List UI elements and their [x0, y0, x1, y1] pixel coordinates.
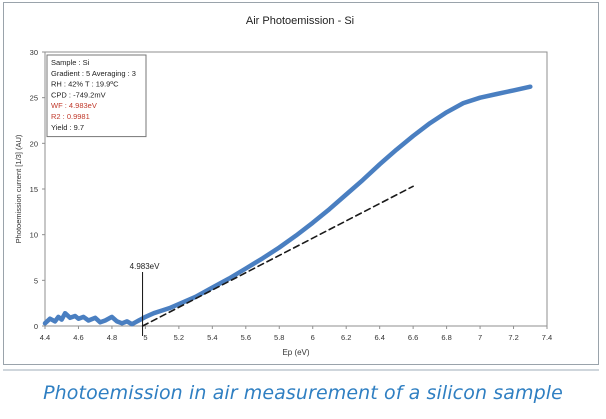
x-tick-label: 6.8: [441, 333, 451, 342]
x-tick-label: 4.6: [73, 333, 83, 342]
x-tick-label: 5.2: [174, 333, 184, 342]
y-tick-label: 15: [30, 185, 38, 194]
info-box-line: RH : 42% T : 19.9ºC: [51, 80, 119, 89]
y-tick-label: 0: [34, 322, 38, 331]
x-tick-label: 7.2: [508, 333, 518, 342]
annotations: 4.983eV Sample : Si Gradient : 5 Averaging…: [46, 54, 160, 336]
axis-ticks: 4.4 4.6 4.8 5 5.2 5.4 5.6 5.8 6 6.2 6.4 6.6 6.8 7 7.2 7…: [30, 48, 553, 342]
info-box: [46, 54, 147, 138]
x-tick-label: 6: [311, 333, 315, 342]
x-axis-label: Ep (eV): [282, 348, 309, 357]
y-tick-label: 20: [30, 139, 38, 148]
x-tick-label: 7.4: [542, 333, 552, 342]
x-tick-label: 5.6: [241, 333, 251, 342]
linear-fit-line: [141, 185, 414, 327]
y-tick-label: 30: [30, 48, 38, 57]
y-tick-label: 25: [30, 94, 38, 103]
x-tick-label: 5.4: [207, 333, 217, 342]
info-box-line: R2 : 0.9981: [51, 112, 90, 121]
series-layer: [42, 84, 533, 327]
x-tick-label: 4.4: [40, 333, 50, 342]
x-tick-label: 6.4: [374, 333, 384, 342]
chart-title: Air Photoemission - Si: [246, 15, 354, 27]
measured-yield-line: [42, 84, 533, 327]
info-box-line: Yield : 9.7: [51, 123, 84, 132]
y-tick-label: 5: [34, 276, 38, 285]
x-tick-label: 5.8: [274, 333, 284, 342]
x-tick-label: 6.6: [408, 333, 418, 342]
x-tick-label: 5: [143, 333, 147, 342]
y-axis-label: Photoemission current [1/3] (AU): [14, 134, 23, 243]
info-box-line: WF : 4.983eV: [51, 101, 97, 110]
x-tick-label: 7: [478, 333, 482, 342]
info-box-line: Sample : Si: [51, 58, 90, 67]
figure-caption: Photoemission in air measurement of a si…: [43, 382, 563, 404]
x-tick-label: 6.2: [341, 333, 351, 342]
threshold-label: 4.983eV: [130, 262, 160, 271]
y-tick-label: 10: [30, 231, 38, 240]
x-tick-label: 4.8: [107, 333, 117, 342]
caption-divider: [3, 369, 599, 371]
info-box-line: Gradient : 5 Averaging : 3: [51, 69, 136, 78]
info-box-line: CPD : -749.2mV: [51, 90, 106, 99]
